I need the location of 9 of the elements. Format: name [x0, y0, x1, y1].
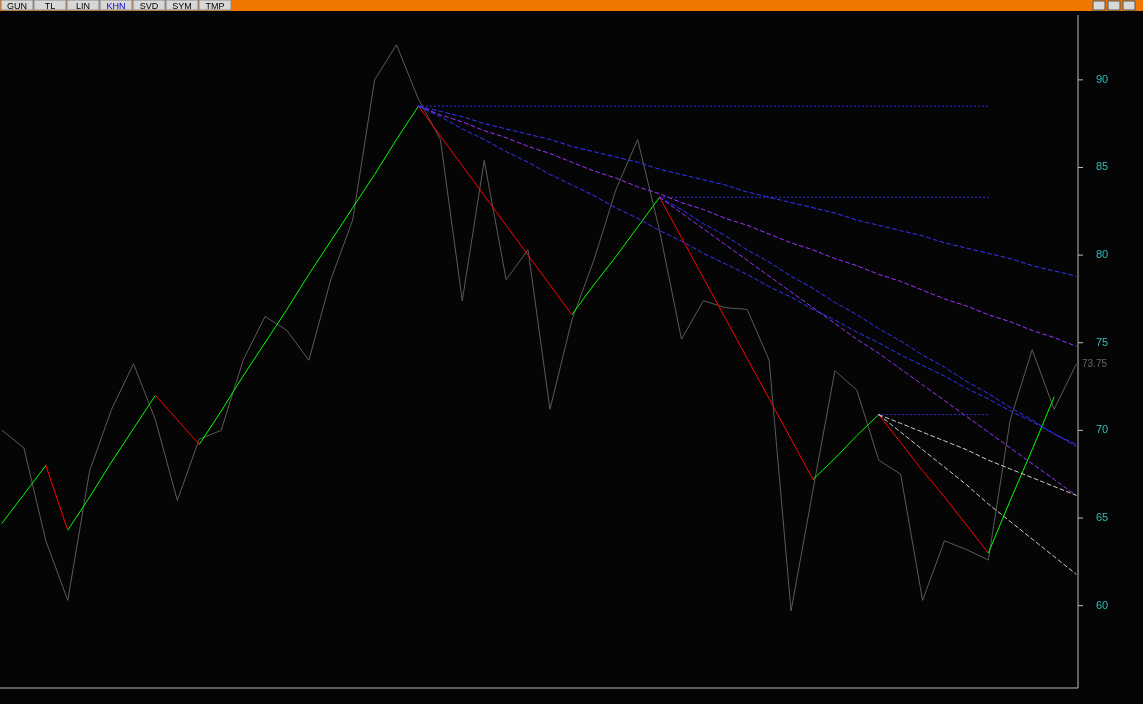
toolbar: GUN TL LIN KHN SVD SYM TMP [0, 0, 232, 11]
y-tick-label: 80 [1095, 248, 1109, 261]
text: 73.75 [1082, 358, 1108, 370]
y-tick-label: 90 [1095, 72, 1109, 85]
y-tick-label: 65 [1095, 510, 1109, 523]
y-tick-label: 70 [1095, 423, 1109, 436]
y-tick-label: 60 [1095, 598, 1109, 611]
y-tick-label: 85 [1095, 160, 1109, 173]
y-tick-label: 75 [1095, 335, 1109, 348]
